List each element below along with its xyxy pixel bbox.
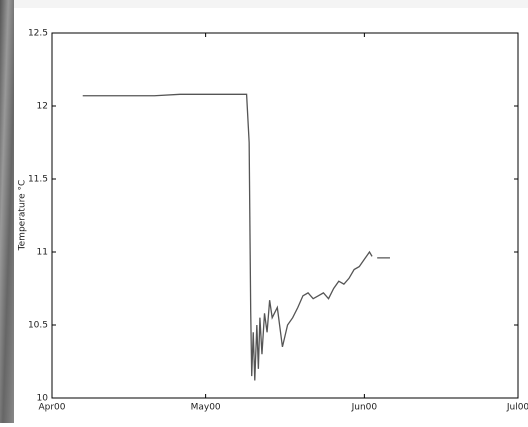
side-image bbox=[0, 0, 14, 423]
y-tick-label: 12 bbox=[37, 102, 48, 112]
y-tick-label: 11 bbox=[37, 248, 48, 258]
x-tick-label: Jul00 bbox=[506, 403, 528, 413]
y-tick-label: 10.5 bbox=[28, 321, 48, 331]
plot-area bbox=[52, 33, 518, 398]
x-tick-label: Apr00 bbox=[38, 403, 65, 413]
x-tick-label: Jun00 bbox=[351, 403, 378, 413]
y-axis-label: Temperature °C bbox=[18, 180, 28, 252]
x-tick-label: May00 bbox=[191, 403, 221, 413]
chart: Temperature °C 1010.51111.51212.5Apr00Ma… bbox=[0, 0, 528, 423]
y-tick-label: 12.5 bbox=[28, 29, 48, 39]
y-tick-label: 11.5 bbox=[28, 175, 48, 185]
